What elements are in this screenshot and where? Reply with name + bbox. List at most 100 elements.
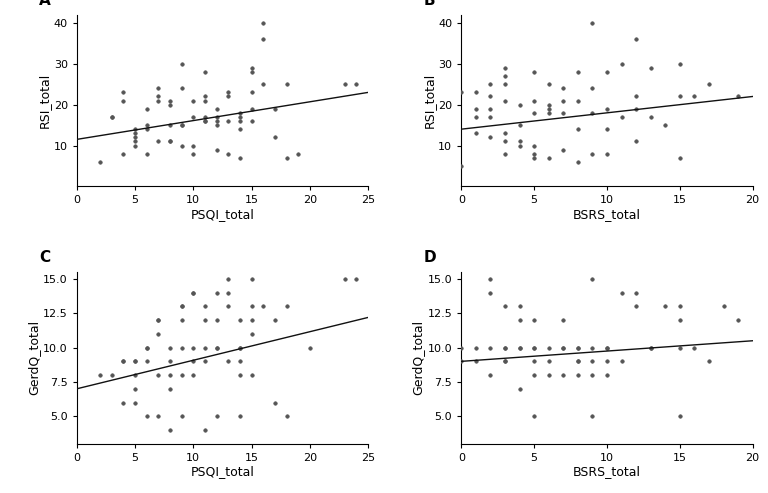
Point <box>630 289 642 297</box>
Point <box>210 289 223 297</box>
Point <box>199 316 211 324</box>
Point <box>542 105 554 113</box>
Point <box>528 141 541 149</box>
Point <box>630 93 642 101</box>
Point <box>164 426 176 434</box>
Point <box>615 357 627 365</box>
Point <box>210 344 223 352</box>
Point <box>233 344 246 352</box>
Point <box>164 344 176 352</box>
Point <box>176 303 188 311</box>
Point <box>455 357 468 365</box>
Point <box>571 125 584 133</box>
Point <box>615 113 627 121</box>
Point <box>106 371 118 379</box>
Point <box>233 316 246 324</box>
Point <box>187 371 200 379</box>
Point <box>350 80 362 88</box>
Point <box>187 97 200 105</box>
Point <box>499 344 511 352</box>
Point <box>129 357 141 365</box>
Point <box>586 412 598 420</box>
Point <box>601 125 613 133</box>
Point <box>152 316 164 324</box>
Point <box>717 303 730 311</box>
Point <box>222 303 234 311</box>
Point <box>246 330 258 338</box>
Point <box>571 371 584 379</box>
Point <box>199 303 211 311</box>
Point <box>246 64 258 72</box>
Point <box>499 64 511 72</box>
Text: A: A <box>39 0 51 8</box>
Point <box>152 93 164 101</box>
Point <box>176 412 188 420</box>
Point <box>586 371 598 379</box>
Point <box>601 68 613 76</box>
Point <box>129 371 141 379</box>
Point <box>233 357 246 365</box>
X-axis label: BSRS_total: BSRS_total <box>573 208 641 221</box>
Point <box>674 303 686 311</box>
Point <box>528 97 541 105</box>
X-axis label: BSRS_total: BSRS_total <box>573 465 641 479</box>
Point <box>571 97 584 105</box>
Point <box>233 125 246 133</box>
Point <box>164 97 176 105</box>
Point <box>280 80 293 88</box>
Point <box>152 412 164 420</box>
Point <box>164 101 176 108</box>
Point <box>246 303 258 311</box>
Point <box>210 344 223 352</box>
Point <box>257 80 270 88</box>
Point <box>176 344 188 352</box>
Point <box>164 138 176 145</box>
Point <box>485 289 497 297</box>
Point <box>152 138 164 145</box>
Point <box>141 105 153 113</box>
Point <box>557 109 569 117</box>
Point <box>187 150 200 158</box>
Point <box>644 344 657 352</box>
Point <box>499 129 511 137</box>
Point <box>246 105 258 113</box>
Point <box>485 275 497 283</box>
Point <box>615 289 627 297</box>
Point <box>557 145 569 153</box>
Point <box>542 101 554 108</box>
Point <box>514 385 526 393</box>
Point <box>601 357 613 365</box>
Point <box>199 113 211 121</box>
Point <box>118 357 130 365</box>
Point <box>187 289 200 297</box>
Point <box>269 134 281 141</box>
Point <box>528 316 541 324</box>
Point <box>176 303 188 311</box>
Point <box>199 426 211 434</box>
Point <box>129 129 141 137</box>
Point <box>199 344 211 352</box>
Point <box>246 316 258 324</box>
Point <box>601 150 613 158</box>
Point <box>94 158 106 166</box>
Point <box>571 357 584 365</box>
Point <box>586 84 598 92</box>
Point <box>499 97 511 105</box>
Point <box>528 150 541 158</box>
Point <box>557 316 569 324</box>
Point <box>280 412 293 420</box>
Point <box>303 344 316 352</box>
Point <box>187 141 200 149</box>
Point <box>118 398 130 406</box>
Point <box>528 68 541 76</box>
Text: D: D <box>423 250 436 265</box>
X-axis label: PSQI_total: PSQI_total <box>190 465 254 479</box>
Point <box>557 84 569 92</box>
Point <box>164 385 176 393</box>
Point <box>601 344 613 352</box>
Point <box>601 344 613 352</box>
Point <box>269 316 281 324</box>
Point <box>732 93 744 101</box>
Point <box>210 113 223 121</box>
Point <box>210 412 223 420</box>
